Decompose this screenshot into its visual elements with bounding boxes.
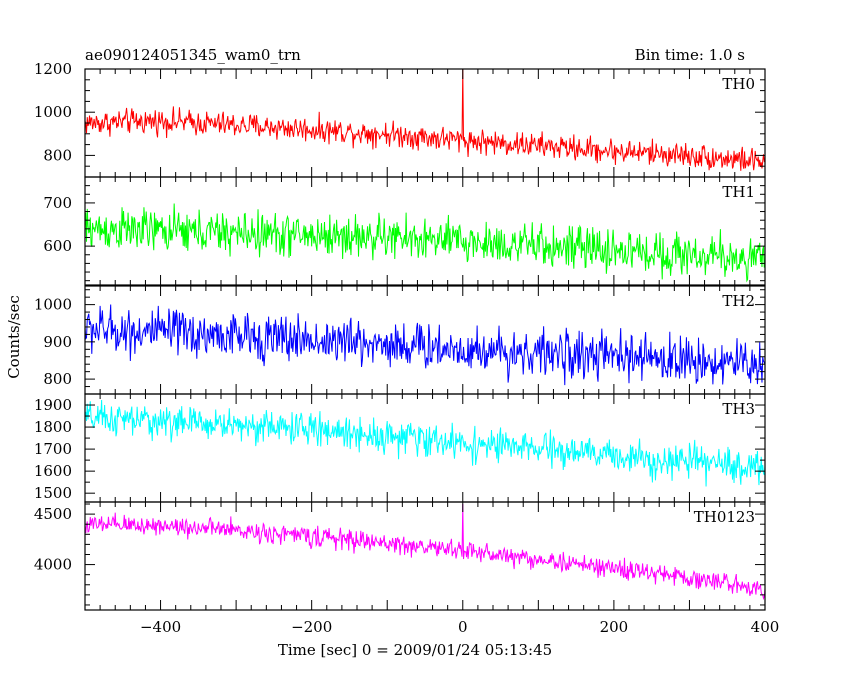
panel-th3: TH3 1500 1600 1700 1800 1900: [34, 393, 766, 503]
panel-label-th3: TH3: [722, 400, 755, 418]
panel-th1: TH1 600 700: [43, 176, 766, 286]
panel-label-th0: TH0: [722, 75, 755, 93]
y-tick-label: 800: [43, 370, 72, 388]
y-tick-label: 1000: [34, 103, 72, 121]
panel-frame: [84, 176, 766, 286]
y-tick-label: 600: [43, 237, 72, 255]
x-tick-label: 200: [600, 618, 629, 636]
series-line-th0: [85, 69, 765, 171]
panel-label-th1: TH1: [722, 183, 755, 201]
series-line-th0123: [85, 504, 765, 601]
y-axis-label: Counts/sec: [5, 295, 23, 379]
y-tick-label: 4000: [34, 556, 72, 574]
y-tick-label: 900: [43, 333, 72, 351]
y-tick-label: 1700: [34, 440, 72, 458]
x-tick-label: −400: [140, 618, 181, 636]
panel-th0: TH0 800 1000 1200: [34, 60, 766, 178]
panel-th2: TH2 800 900 1000: [34, 285, 766, 395]
y-tick-label: 800: [43, 146, 72, 164]
series-line-th2: [85, 304, 765, 386]
y-tick-label: 1900: [34, 396, 72, 414]
panel-frame: [84, 501, 766, 611]
x-tick-label: −200: [291, 618, 332, 636]
y-tick-label: 1200: [34, 60, 72, 78]
x-axis-label: Time [sec] 0 = 2009/01/24 05:13:45: [278, 641, 552, 659]
y-tick-label: 1800: [34, 418, 72, 436]
series-line-th3: [85, 400, 765, 487]
chart-title: ae090124051345_wam0_trn: [85, 46, 301, 64]
series-line-th1: [85, 203, 765, 283]
panel-th0123: TH0123 4000 4500: [34, 501, 766, 611]
x-tick-label: 400: [751, 618, 780, 636]
y-tick-label: 1000: [34, 296, 72, 314]
y-tick-label: 1500: [34, 484, 72, 502]
y-tick-label: 1600: [34, 462, 72, 480]
y-tick-label: 4500: [34, 505, 72, 523]
x-tick-label: 0: [458, 618, 468, 636]
panel-label-th0123: TH0123: [694, 508, 755, 526]
panels-group: TH0 800 1000 1200 TH1 600 700 TH2 800 900 1000 TH3 1…: [34, 60, 780, 636]
panel-label-th2: TH2: [722, 292, 755, 310]
y-tick-label: 700: [43, 194, 72, 212]
bin-time-label: Bin time: 1.0 s: [635, 46, 745, 64]
